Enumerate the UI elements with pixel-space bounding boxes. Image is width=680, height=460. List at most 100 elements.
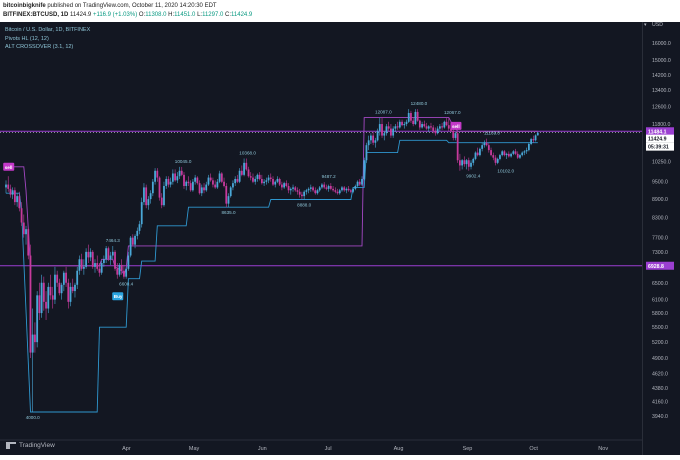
candle-body <box>281 184 283 188</box>
candle-body <box>263 181 265 184</box>
y-tick-label: 13400.0 <box>652 88 671 94</box>
candle-body <box>156 170 159 178</box>
tradingview-brand[interactable]: TradingView <box>6 442 55 449</box>
y-tick-label: 12600.0 <box>652 105 671 111</box>
open-label: O: <box>138 12 146 18</box>
candle-body <box>343 187 346 191</box>
candle-body <box>185 181 188 186</box>
candle-body <box>285 183 288 186</box>
candle-body <box>418 120 421 128</box>
candle-body <box>347 188 350 191</box>
symbol-line: BITFINEX:BTCUSD, 1D <box>3 12 69 18</box>
candle-body <box>412 120 415 125</box>
candle-body <box>225 185 228 204</box>
candle-body <box>232 183 234 188</box>
candle-body <box>189 183 192 191</box>
candle-body <box>131 237 134 245</box>
pivot-label: 4000.0 <box>26 415 40 420</box>
change-value: +116.9 (+1.03%) <box>92 12 138 18</box>
candle-body <box>383 133 386 136</box>
candle-body <box>89 251 92 258</box>
candle-body <box>427 126 430 129</box>
candle-body <box>519 155 521 158</box>
chart-area[interactable]: 16000.0 15000.0 14200.0 13400.0 12600.0 11800… <box>0 22 680 455</box>
candle-body <box>485 142 488 146</box>
candle-body <box>463 160 466 165</box>
candle-body <box>147 199 150 206</box>
candle-body <box>256 174 259 179</box>
candle-body <box>214 184 217 188</box>
candle-body <box>165 178 168 186</box>
candle-body <box>5 184 7 188</box>
pivot-label: 12087.0 <box>375 110 392 115</box>
price-chart[interactable]: 16000.0 15000.0 14200.0 13400.0 12600.0 11800… <box>0 22 680 455</box>
legend-title[interactable]: Bitcoin / U.S. Dollar, 1D, BITFINEX <box>5 27 91 33</box>
legend-indicator-pivots[interactable]: Pivots HL (12, 12) <box>5 35 49 42</box>
candle-body <box>31 334 34 353</box>
chart-header: bitcoinbigknife published on TradingView… <box>0 0 680 22</box>
candle-body <box>123 270 125 277</box>
candle-body <box>309 187 312 189</box>
pivot-label: 8635.0 <box>222 210 236 215</box>
candle-body <box>332 188 334 191</box>
candle-body <box>67 282 70 302</box>
chart-legend: Bitcoin / U.S. Dollar, 1D, BITFINEX Pivo… <box>5 26 90 52</box>
candle-body <box>107 248 110 260</box>
high-label: H: <box>168 12 175 18</box>
candle-body <box>82 266 85 269</box>
candle-body <box>176 176 179 181</box>
candle-body <box>60 284 63 294</box>
candle-body <box>103 259 105 264</box>
candle-body <box>483 142 486 146</box>
price-tag-countdown-bg <box>646 142 674 151</box>
y-tick-label: 16000.0 <box>652 41 671 47</box>
candle-body <box>374 140 377 143</box>
sell-signal-tag <box>450 121 462 130</box>
candle-body <box>323 184 326 188</box>
x-tick-label: Oct <box>529 446 538 452</box>
candle-body <box>318 187 321 191</box>
candle-body <box>345 188 348 191</box>
close-value: 11424.9 <box>231 12 253 18</box>
high-value: 11451.0 <box>174 12 196 18</box>
x-tick-label: Apr <box>122 446 131 452</box>
candle-body <box>218 173 221 182</box>
candle-body <box>249 176 252 178</box>
candle-body <box>58 282 61 294</box>
candle-body <box>372 135 375 143</box>
candle-body <box>352 188 354 192</box>
author-name[interactable]: bitcoinbigknife <box>3 3 46 9</box>
price-tag-band-bg <box>646 127 674 136</box>
candle-body <box>243 162 245 175</box>
y-tick-label: 4160.0 <box>652 400 668 406</box>
candle-body <box>87 251 90 258</box>
candle-body <box>74 284 76 292</box>
ohlc-line: BITFINEX:BTCUSD, 1D 11424.9 +116.9 (+1.0… <box>3 12 252 18</box>
candle-body <box>187 181 190 184</box>
pivot-label: 7464.3 <box>106 238 120 243</box>
candle-body <box>430 126 432 128</box>
candle-body <box>140 202 143 225</box>
candle-body <box>465 160 468 165</box>
candle-body <box>151 181 154 194</box>
candle-body <box>69 286 72 302</box>
close-label: C: <box>225 12 231 18</box>
candle-body <box>530 139 532 144</box>
candle-body <box>71 286 74 292</box>
candle-body <box>512 151 515 154</box>
x-tick-label: May <box>189 446 200 452</box>
candle-body <box>487 145 490 151</box>
candle-body <box>329 185 332 189</box>
low-value: 11297.0 <box>202 12 224 18</box>
candle-body <box>390 128 392 136</box>
candle-body <box>398 121 401 128</box>
legend-indicator-alt-crossover[interactable]: ALT CROSSOVER (3.1, 12) <box>5 44 74 50</box>
x-tick-label: Nov <box>598 446 608 452</box>
candle-body <box>260 178 263 184</box>
pivot-label: 6600.4 <box>119 282 133 287</box>
candle-body <box>407 112 410 122</box>
pivot-label: 9902.4 <box>466 174 480 179</box>
candle-body <box>523 151 526 153</box>
y-tick-label: 4380.0 <box>652 386 668 392</box>
candle-body <box>510 153 512 157</box>
